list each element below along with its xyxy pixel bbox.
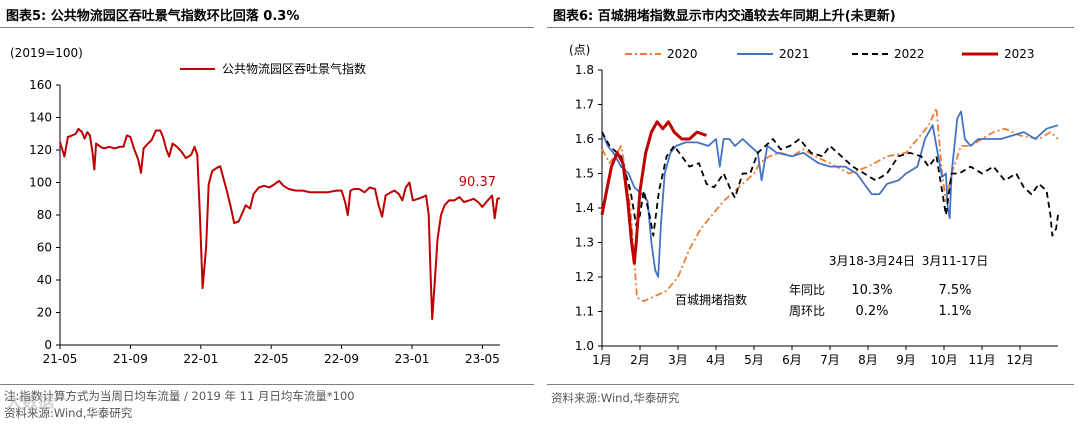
- left-x-tick-label: 22-01: [183, 352, 218, 366]
- right-x-tick-label: 9月: [896, 353, 916, 367]
- right-chart-svg: (点) 1.0 1.1 1.2 1.3 1.4 1.5 1.6 1.7 1.8 1月 2月 3月 4月 5月…: [569, 43, 1059, 367]
- left-y-tick-label: 0: [44, 338, 52, 352]
- right-legend-label-2023: 2023: [1004, 47, 1035, 61]
- left-chart-panel: 图表5: 公共物流园区吞吐景气指数环比回落 0.3% (2019=100) 0 20…: [0, 9, 534, 420]
- left-note-source: 资料来源:Wind,华泰研究: [4, 406, 133, 420]
- right-chart-title: 图表6: 百城拥堵指数显示市内交通较去年同期上升(未更新): [553, 9, 896, 24]
- table-row2-value-2: 1.1%: [938, 304, 971, 319]
- right-y-tick-label: 1.4: [575, 201, 594, 215]
- right-x-tick-label: 1月: [592, 353, 612, 367]
- right-series-line-2020: [601, 107, 1059, 303]
- left-x-tick-label: 21-09: [113, 352, 148, 366]
- table-col-header-2: 3月11-17日: [922, 254, 989, 268]
- right-y-tick-label: 1.5: [575, 167, 594, 181]
- right-chart-panel: 图表6: 百城拥堵指数显示市内交通较去年同期上升(未更新) (点) 1.0 1.1 1…: [547, 0, 1080, 427]
- left-y-tick-label: 100: [29, 176, 52, 190]
- right-series-line-2022: [601, 131, 1059, 237]
- left-x-tick-label: 22-09: [324, 352, 359, 366]
- left-chart-title: 图表5: 公共物流园区吞吐景气指数环比回落 0.3%: [6, 9, 300, 24]
- right-x-tick-label: 12月: [1006, 353, 1033, 367]
- left-title-divider: [0, 27, 534, 28]
- right-x-tick-label: 4月: [706, 353, 726, 367]
- right-legend-label-2021: 2021: [779, 47, 810, 61]
- right-y-unit-label: (点): [569, 43, 590, 57]
- left-legend-label: 公共物流园区吞吐景气指数: [222, 61, 366, 76]
- right-x-tick-label: 10月: [930, 353, 957, 367]
- right-y-tick-label: 1.2: [575, 270, 594, 284]
- left-y-tick-label: 140: [29, 111, 52, 125]
- left-note-formula: 注:指数计算方式为当周日均车流量 / 2019 年 11 月日均车流量*100: [4, 389, 355, 403]
- left-y-tick-label: 120: [29, 143, 52, 157]
- right-y-tick-label: 1.6: [575, 132, 594, 146]
- table-row1-label: 年同比: [789, 283, 825, 297]
- right-y-tick-label: 1.1: [575, 305, 594, 319]
- right-x-tick-label: 7月: [820, 353, 840, 367]
- left-y-tick-label: 40: [37, 273, 52, 287]
- left-chart-svg: (2019=100) 0 20 40 60 80 100 120 140 160 21-05 21-0…: [10, 46, 501, 366]
- table-row2-label: 周环比: [789, 304, 825, 318]
- right-x-tick-label: 8月: [858, 353, 878, 367]
- right-title-divider: [547, 27, 1074, 28]
- table-row1-value-2: 7.5%: [938, 283, 971, 298]
- left-y-tick-label: 60: [37, 241, 52, 255]
- left-x-tick-label: 22-05: [254, 352, 289, 366]
- right-x-tick-label: 5月: [744, 353, 764, 367]
- right-y-tick-label: 1.0: [575, 339, 594, 353]
- left-x-tick-label: 21-05: [43, 352, 78, 366]
- right-x-tick-label: 11月: [968, 353, 995, 367]
- right-series-line-2021: [601, 110, 1059, 278]
- right-x-tick-label: 3月: [668, 353, 688, 367]
- table-index-label: 百城拥堵指数: [675, 292, 747, 307]
- left-note-divider: [0, 384, 534, 385]
- right-y-tick-label: 1.8: [575, 63, 594, 77]
- table-col-header-1: 3月18-3月24日: [829, 254, 915, 268]
- right-y-tick-label: 1.7: [575, 98, 594, 112]
- right-y-tick-label: 1.3: [575, 236, 594, 250]
- right-note-divider: [547, 384, 1074, 385]
- right-legend-label-2020: 2020: [667, 47, 698, 61]
- right-series-line-2023: [600, 120, 708, 265]
- left-y-tick-label: 80: [37, 208, 52, 222]
- right-x-tick-label: 2月: [630, 353, 650, 367]
- left-y-unit-label: (2019=100): [10, 46, 83, 60]
- left-last-value-label: 90.37: [459, 175, 496, 190]
- left-series-line: [59, 127, 501, 320]
- right-legend-label-2022: 2022: [894, 47, 925, 61]
- right-note-source: 资料来源:Wind,华泰研究: [551, 391, 680, 405]
- table-row1-value-1: 10.3%: [851, 283, 892, 298]
- table-row2-value-1: 0.2%: [855, 304, 888, 319]
- left-y-tick-label: 20: [37, 306, 52, 320]
- left-x-tick-label: 23-01: [395, 352, 430, 366]
- left-x-tick-label: 23-05: [465, 352, 500, 366]
- left-y-tick-label: 160: [29, 78, 52, 92]
- right-x-tick-label: 6月: [782, 353, 802, 367]
